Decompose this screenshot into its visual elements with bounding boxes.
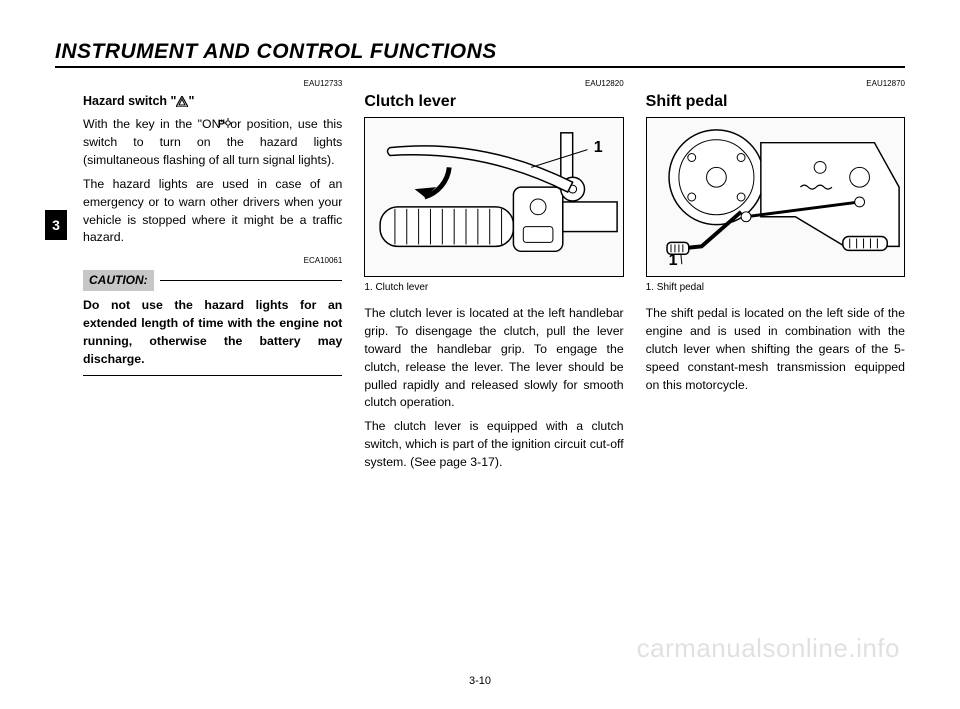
caution-text: Do not use the hazard lights for an exte… [83, 297, 342, 375]
hazard-heading-suffix: " [188, 94, 194, 108]
content-columns: EAU12733 Hazard switch " " With the key i… [83, 78, 905, 478]
reference-code: EAU12870 [646, 78, 905, 90]
svg-text:P: P [218, 119, 225, 129]
clutch-lever-figure: 1 [364, 117, 623, 277]
watermark: carmanualsonline.info [637, 633, 900, 664]
manual-page: INSTRUMENT AND CONTROL FUNCTIONS 3 EAU12… [0, 0, 960, 709]
hazard-para-1: With the key in the "ON" or position, us… [83, 116, 342, 169]
chapter-title: INSTRUMENT AND CONTROL FUNCTIONS [55, 40, 905, 68]
clutch-para-1: The clutch lever is located at the left … [364, 305, 623, 412]
shift-para-1: The shift pedal is located on the left s… [646, 305, 905, 394]
parking-icon: P [218, 118, 232, 129]
column-2: EAU12820 Clutch lever [364, 78, 623, 478]
figure-caption: 1. Shift pedal [646, 281, 905, 296]
reference-code: EAU12733 [83, 78, 342, 90]
column-3: EAU12870 Shift pedal [646, 78, 905, 478]
hazard-switch-heading-line: Hazard switch " " [83, 92, 342, 111]
reference-code: ECA10061 [83, 255, 342, 267]
chapter-side-tab: 3 [45, 210, 67, 240]
shift-heading: Shift pedal [646, 90, 905, 113]
hazard-para-2: The hazard lights are used in case of an… [83, 176, 342, 247]
page-number: 3-10 [0, 675, 960, 687]
reference-code: EAU12820 [364, 78, 623, 90]
hazard-triangle-icon [176, 96, 188, 107]
caution-label: CAUTION: [83, 270, 154, 291]
clutch-lever-illustration [365, 118, 622, 276]
column-1: EAU12733 Hazard switch " " With the key i… [83, 78, 342, 478]
clutch-heading: Clutch lever [364, 90, 623, 113]
figure-caption: 1. Clutch lever [364, 281, 623, 296]
caution-header: CAUTION: [83, 270, 342, 291]
hazard-para-1-text: With the key in the "ON" or position, us… [83, 117, 342, 167]
caution-rule [160, 280, 343, 281]
callout-number: 1 [594, 136, 603, 159]
shift-pedal-illustration [647, 118, 904, 276]
hazard-heading-prefix: Hazard switch " [83, 94, 176, 108]
clutch-para-2: The clutch lever is equipped with a clut… [364, 418, 623, 471]
shift-pedal-figure: 1 [646, 117, 905, 277]
callout-number: 1 [669, 249, 678, 272]
